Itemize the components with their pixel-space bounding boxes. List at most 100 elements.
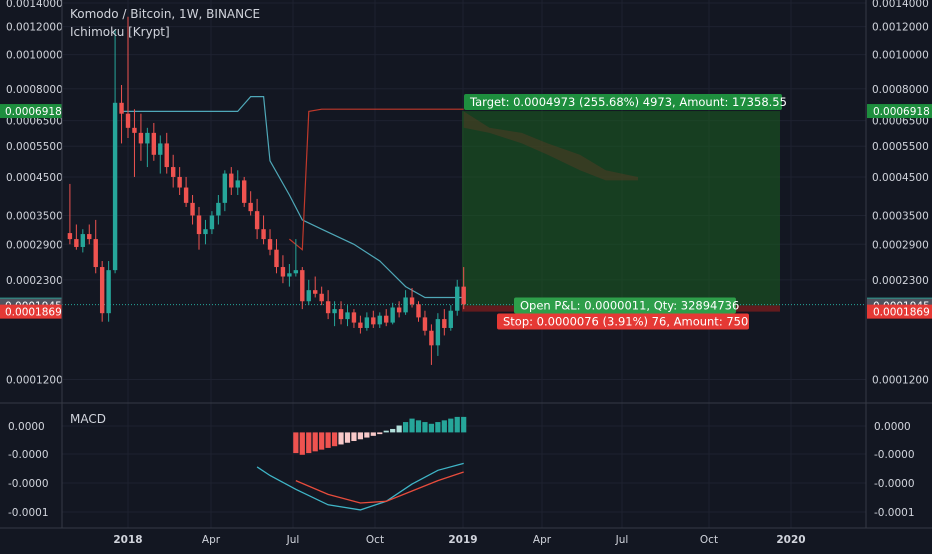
candle-body[interactable] <box>170 167 176 177</box>
price-badge-left-text: 0.0001869 <box>5 307 62 319</box>
candle-body[interactable] <box>93 239 98 268</box>
candle-body[interactable] <box>222 173 228 203</box>
price-tick-left: 0.0004500 <box>6 172 63 184</box>
candle-body[interactable] <box>267 239 273 250</box>
price-badge-right-text: 0.0006918 <box>873 106 930 118</box>
kijun-line <box>121 95 464 299</box>
candle-body[interactable] <box>384 315 389 323</box>
candle-body[interactable] <box>325 301 331 314</box>
candle-body[interactable] <box>409 297 415 305</box>
candle-body[interactable] <box>138 132 144 144</box>
macd-histogram-bar <box>448 418 454 433</box>
macd-tick-left: -0.0000 <box>8 449 49 461</box>
candle-body[interactable] <box>448 310 453 328</box>
candle-body[interactable] <box>177 176 182 188</box>
macd-histogram-bar <box>390 428 396 433</box>
candle-body[interactable] <box>396 307 402 313</box>
time-tick: 2019 <box>448 534 477 546</box>
candle-body[interactable] <box>300 270 305 302</box>
macd-histogram-bar <box>344 432 351 443</box>
position-labels: Target: 0.0004973 (255.68%) 4973, Amount… <box>0 94 932 330</box>
price-badge-left <box>0 104 62 119</box>
candle-body[interactable] <box>319 293 324 302</box>
candle-body[interactable] <box>80 234 86 247</box>
candle-body[interactable] <box>229 173 234 188</box>
candle-body[interactable] <box>145 132 150 144</box>
candle-body[interactable] <box>306 290 311 302</box>
candle-body[interactable] <box>203 229 208 235</box>
candle-body[interactable] <box>313 290 318 294</box>
candle-body[interactable] <box>442 319 447 328</box>
candle-body[interactable] <box>99 267 105 314</box>
candle-body[interactable] <box>371 317 376 325</box>
candle-body[interactable] <box>67 233 73 240</box>
candle-body[interactable] <box>183 187 189 203</box>
tenkan-line <box>289 108 464 251</box>
time-tick: Oct <box>700 534 718 546</box>
price-tick-left: 0.0010000 <box>6 50 63 62</box>
candle-body[interactable] <box>216 202 221 216</box>
candle-body[interactable] <box>112 102 118 271</box>
candle-body[interactable] <box>422 317 428 331</box>
candle-body[interactable] <box>429 330 434 346</box>
price-tick-left: 0.0002900 <box>6 239 63 251</box>
price-tick-right: 0.0002900 <box>872 239 929 251</box>
macd-histogram-bar <box>377 432 383 435</box>
candle-body[interactable] <box>287 273 292 277</box>
candle-body[interactable] <box>377 315 382 325</box>
candle-body[interactable] <box>74 239 79 247</box>
candle-body[interactable] <box>164 143 169 168</box>
macd-histogram-bar <box>299 432 305 455</box>
indicator-name[interactable]: Ichimoku [Krypt] <box>70 25 170 39</box>
candle-body[interactable] <box>209 215 215 230</box>
candle-body[interactable] <box>461 286 466 305</box>
candle-body[interactable] <box>196 215 202 235</box>
candle-body[interactable] <box>235 180 240 188</box>
candle-body[interactable] <box>158 143 163 155</box>
candle-body[interactable] <box>132 127 137 133</box>
candle-body[interactable] <box>190 202 195 216</box>
candle-body[interactable] <box>106 270 111 314</box>
candle-body[interactable] <box>274 249 279 268</box>
candle-body[interactable] <box>87 234 92 240</box>
candle-body[interactable] <box>242 180 247 203</box>
candle-body[interactable] <box>390 307 395 323</box>
candle-body[interactable] <box>119 102 124 114</box>
macd-histogram-bar <box>319 432 325 450</box>
candle-body[interactable] <box>351 312 357 323</box>
time-tick: Oct <box>366 534 384 546</box>
macd-tick-right: 0.0000 <box>874 421 911 433</box>
candle-body[interactable] <box>261 229 266 240</box>
macd-histogram-bar <box>325 432 331 448</box>
candle-body[interactable] <box>455 286 460 311</box>
candles[interactable] <box>67 16 466 365</box>
candle-body[interactable] <box>332 309 337 314</box>
price-tick-left: 0.0003500 <box>6 210 63 222</box>
signal-line <box>295 471 464 504</box>
candle-body[interactable] <box>416 304 421 318</box>
candle-body[interactable] <box>358 322 363 328</box>
macd-histogram-bar <box>351 432 357 442</box>
candle-body[interactable] <box>151 132 157 155</box>
candle-body[interactable] <box>435 319 441 346</box>
candle-body[interactable] <box>338 309 344 320</box>
price-tick-left: 0.0006500 <box>6 116 63 128</box>
candle-body[interactable] <box>345 312 350 320</box>
candle-body[interactable] <box>403 297 408 313</box>
macd-histogram-bar <box>435 422 441 433</box>
stop-label-box <box>497 313 749 330</box>
macd-line <box>256 462 464 511</box>
candle-body[interactable] <box>125 113 131 128</box>
candle-body[interactable] <box>293 270 299 274</box>
candle-body[interactable] <box>364 317 370 328</box>
candle-body[interactable] <box>248 202 253 212</box>
candle-body[interactable] <box>254 211 260 230</box>
macd-tick-left: -0.0001 <box>8 507 49 519</box>
macd-label[interactable]: MACD <box>70 412 106 426</box>
price-badge-right <box>867 104 932 119</box>
macd-histogram-bar <box>402 422 409 433</box>
macd-histogram-bar <box>338 432 344 445</box>
candle-body[interactable] <box>280 267 286 277</box>
